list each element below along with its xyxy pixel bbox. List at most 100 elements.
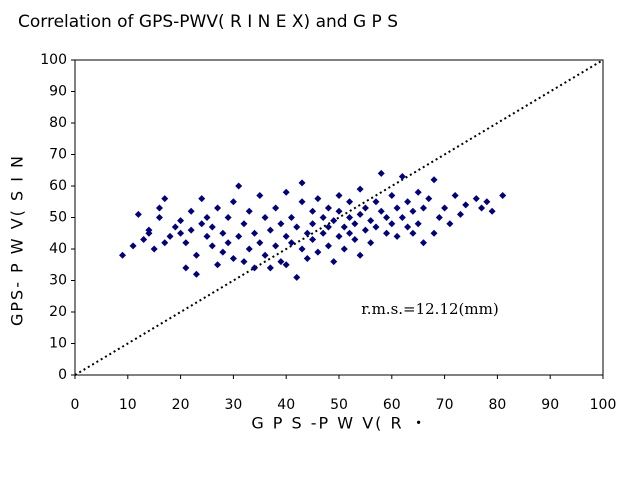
point [187,226,195,234]
chart-title: Correlation of GPS-PWV( R I N E X) and G… [18,12,398,32]
point [198,195,206,203]
point [388,220,396,228]
point [346,229,354,237]
point [430,229,438,237]
point [256,239,264,247]
point [330,217,338,225]
point [229,254,237,262]
y-tick-label: 10 [49,336,67,352]
y-tick-label: 100 [40,52,67,68]
point [319,229,327,237]
point [456,210,464,218]
point [419,204,427,212]
point [330,258,338,266]
point [298,198,306,206]
y-tick-label: 0 [58,367,67,383]
point [298,245,306,253]
point [224,239,232,247]
point [245,245,253,253]
point [324,223,332,231]
point [319,214,327,221]
point [155,214,163,221]
y-tick-label: 30 [49,273,67,289]
point [182,239,190,247]
y-tick-label: 80 [49,115,67,131]
point [314,248,322,256]
x-tick-label: 30 [224,397,242,413]
point [314,195,322,203]
point [235,182,243,190]
point [393,232,401,240]
point [356,185,364,193]
point [372,198,380,206]
y-tick-label: 20 [49,304,67,320]
point [441,204,449,212]
point [430,176,438,184]
point [404,223,412,231]
point [356,251,364,259]
point [266,226,274,234]
point [187,207,195,215]
point [166,232,174,240]
point [177,229,185,237]
y-tick-label: 50 [49,210,67,226]
point [287,214,295,221]
y-tick-label: 70 [49,147,67,163]
point [372,223,380,231]
point [414,188,422,196]
point [335,191,343,199]
point [277,258,285,266]
y-tick-label: 90 [49,84,67,100]
point [240,258,248,266]
point [219,229,227,237]
point [287,239,295,247]
point [499,191,507,199]
point [351,220,359,228]
y-axis-label: GPS- P W V( S I N [8,154,27,326]
point [462,201,470,209]
point [340,245,348,253]
point [119,251,127,259]
point [277,220,285,228]
point [367,217,375,225]
point [256,191,264,199]
point [377,169,385,177]
point [261,214,269,221]
point [251,264,259,272]
point [282,232,290,240]
x-tick-label: 60 [383,397,401,413]
point [478,204,486,212]
point [425,195,433,203]
x-tick-label: 0 [71,397,80,413]
point [192,270,200,278]
point [182,264,190,272]
point [367,239,375,247]
point [251,229,259,237]
point [446,220,454,228]
point [203,232,211,240]
point [388,191,396,199]
point [361,204,369,212]
point [272,204,280,212]
point [155,204,163,212]
point [145,229,153,237]
point [393,204,401,212]
point [171,223,179,231]
point [229,198,237,206]
point [451,191,459,199]
point [161,239,169,247]
point [309,236,317,244]
point [404,198,412,206]
point [192,251,200,259]
point [383,214,391,221]
point [161,195,169,203]
point [409,229,417,237]
point [383,229,391,237]
point [335,207,343,215]
point [324,242,332,250]
point [298,179,306,187]
point [303,229,311,237]
point [472,195,480,203]
x-tick-label: 70 [436,397,454,413]
